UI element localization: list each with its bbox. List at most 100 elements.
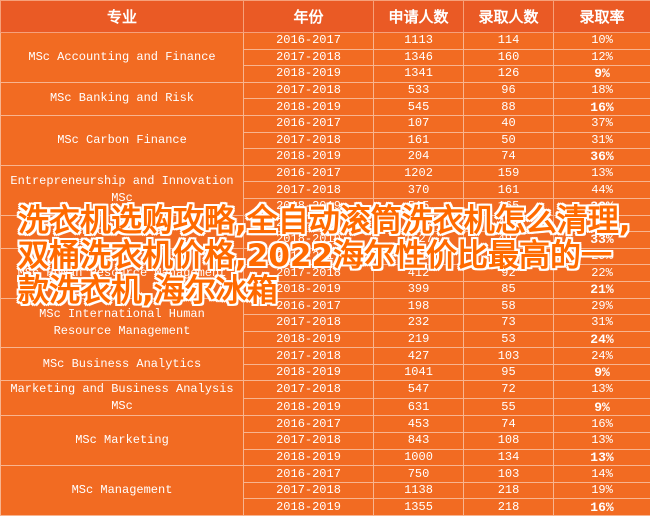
admission-rate: 18%	[554, 82, 650, 99]
admitted: 161	[464, 182, 554, 199]
year: 2018-2019	[244, 149, 374, 166]
admission-rate: 24%	[554, 348, 650, 365]
admitted: 218	[464, 482, 554, 499]
applicants: 750	[374, 466, 464, 483]
applicants: 1202	[374, 165, 464, 182]
applicants: 453	[374, 416, 464, 433]
admitted: 218	[464, 499, 554, 516]
admitted: 72	[464, 381, 554, 399]
year: 2017-2018	[244, 348, 374, 365]
admitted: 114	[464, 33, 554, 50]
header-row: 专业年份申请人数录取人数录取率	[1, 1, 650, 33]
applicants: 843	[374, 433, 464, 450]
admission-rate: 19%	[554, 482, 650, 499]
applicants: 533	[374, 82, 464, 99]
admitted: 50	[464, 132, 554, 149]
year: 2018-2019	[244, 364, 374, 381]
admitted: 55	[464, 398, 554, 416]
program-name: MSc Marketing	[1, 416, 244, 466]
year: 2018-2019	[244, 66, 374, 83]
admitted: 103	[464, 348, 554, 365]
applicants: 232	[374, 315, 464, 332]
program-name: Marketing and Business Analysis MSc	[1, 381, 244, 416]
year: 2017-2018	[244, 315, 374, 332]
applicants: 370	[374, 182, 464, 199]
overlay-text: 洗衣机选购攻略,全自动滚筒洗衣机怎么清理,双桶洗衣机价格,2022海尔性价比最高…	[18, 204, 643, 309]
program-name: MSc Accounting and Finance	[1, 33, 244, 83]
admission-rate: 37%	[554, 115, 650, 132]
applicants: 1041	[374, 364, 464, 381]
admitted: 74	[464, 416, 554, 433]
applicants: 547	[374, 381, 464, 399]
applicants: 631	[374, 398, 464, 416]
admission-rate: 9%	[554, 364, 650, 381]
applicants: 545	[374, 99, 464, 116]
admitted: 126	[464, 66, 554, 83]
year: 2016-2017	[244, 33, 374, 50]
column-header: 录取率	[554, 1, 650, 33]
admitted: 108	[464, 433, 554, 450]
year: 2018-2019	[244, 499, 374, 516]
year: 2016-2017	[244, 416, 374, 433]
applicants: 1138	[374, 482, 464, 499]
year: 2016-2017	[244, 115, 374, 132]
applicants: 1113	[374, 33, 464, 50]
admitted: 40	[464, 115, 554, 132]
admission-rate: 9%	[554, 398, 650, 416]
applicants: 1346	[374, 49, 464, 66]
year: 2018-2019	[244, 99, 374, 116]
applicants: 1355	[374, 499, 464, 516]
admitted: 134	[464, 449, 554, 466]
year: 2017-2018	[244, 49, 374, 66]
admission-rate: 13%	[554, 165, 650, 182]
applicants: 204	[374, 149, 464, 166]
applicants: 427	[374, 348, 464, 365]
admission-rate: 13%	[554, 433, 650, 450]
admission-rate: 44%	[554, 182, 650, 199]
admission-rate: 36%	[554, 149, 650, 166]
year: 2017-2018	[244, 132, 374, 149]
admission-rate: 13%	[554, 449, 650, 466]
year: 2017-2018	[244, 433, 374, 450]
admission-rate: 31%	[554, 315, 650, 332]
year: 2016-2017	[244, 466, 374, 483]
program-name: MSc Business Analytics	[1, 348, 244, 381]
year: 2018-2019	[244, 398, 374, 416]
admission-rate: 10%	[554, 33, 650, 50]
admitted: 160	[464, 49, 554, 66]
admission-rate: 24%	[554, 331, 650, 348]
applicants: 219	[374, 331, 464, 348]
year: 2017-2018	[244, 381, 374, 399]
admitted: 53	[464, 331, 554, 348]
admission-rate: 16%	[554, 99, 650, 116]
admission-rate: 14%	[554, 466, 650, 483]
column-header: 申请人数	[374, 1, 464, 33]
year: 2017-2018	[244, 482, 374, 499]
admitted: 74	[464, 149, 554, 166]
program-name: MSc Management	[1, 466, 244, 516]
admitted: 73	[464, 315, 554, 332]
year: 2018-2019	[244, 449, 374, 466]
admission-rate: 9%	[554, 66, 650, 83]
admission-rate: 31%	[554, 132, 650, 149]
admitted: 103	[464, 466, 554, 483]
admitted: 96	[464, 82, 554, 99]
admission-rate: 16%	[554, 416, 650, 433]
year: 2016-2017	[244, 165, 374, 182]
admitted: 95	[464, 364, 554, 381]
applicants: 1000	[374, 449, 464, 466]
year: 2017-2018	[244, 82, 374, 99]
applicants: 161	[374, 132, 464, 149]
admission-rate: 16%	[554, 499, 650, 516]
applicants: 107	[374, 115, 464, 132]
admission-rate: 13%	[554, 381, 650, 399]
program-name: MSc Carbon Finance	[1, 115, 244, 165]
